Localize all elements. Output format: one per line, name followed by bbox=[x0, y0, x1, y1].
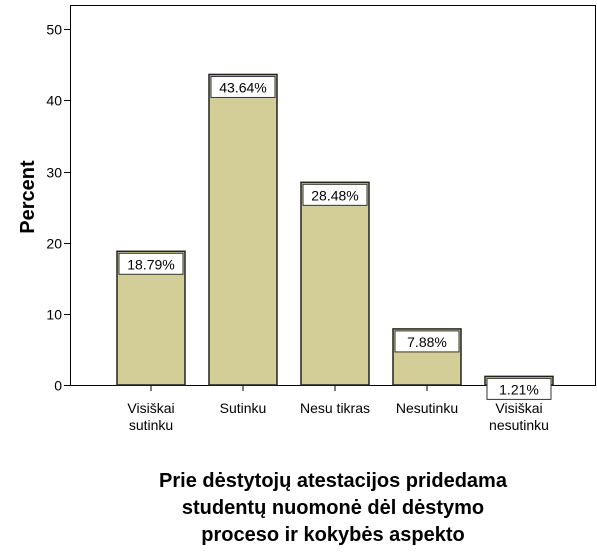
value-label-box bbox=[394, 330, 460, 353]
y-tick-label: 40 bbox=[46, 93, 62, 109]
y-tick-label: 30 bbox=[46, 165, 62, 181]
x-tick-label: Sutinku bbox=[220, 400, 267, 416]
value-label: 1.21% bbox=[499, 381, 539, 397]
value-label-box bbox=[210, 75, 276, 98]
value-label: 18.79% bbox=[127, 256, 174, 272]
bar bbox=[300, 181, 370, 386]
y-tick-label: 10 bbox=[46, 307, 62, 323]
bar bbox=[208, 73, 278, 386]
value-label: 7.88% bbox=[407, 334, 447, 350]
value-label: 28.48% bbox=[311, 187, 358, 203]
x-tick-label: Nesu tikras bbox=[300, 400, 370, 416]
x-tick-label: Nesutinku bbox=[396, 400, 458, 416]
x-tick-label: Visiškai sutinku bbox=[127, 400, 174, 433]
y-tick-label: 20 bbox=[46, 236, 62, 252]
value-label: 43.64% bbox=[219, 79, 266, 95]
x-tick-label: Visiškai nesutinku bbox=[489, 400, 549, 433]
value-label-box bbox=[486, 377, 552, 400]
y-axis-label: Percent bbox=[17, 160, 39, 234]
x-axis-label: Prie dėstytojų atestacijos pridedama stud… bbox=[159, 470, 508, 546]
value-label-box bbox=[118, 252, 184, 275]
y-tick-label: 0 bbox=[54, 378, 62, 394]
y-tick-label: 50 bbox=[46, 22, 62, 38]
value-label-box bbox=[302, 183, 368, 206]
